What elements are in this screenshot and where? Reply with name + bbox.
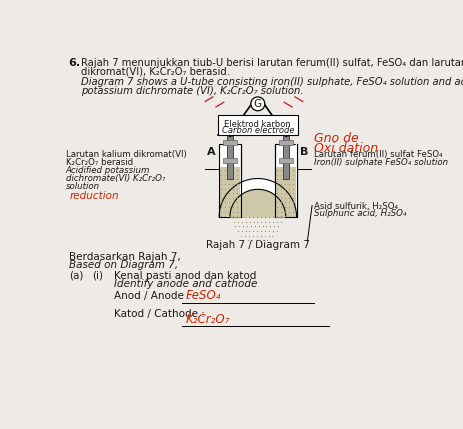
Bar <box>219 144 241 217</box>
Text: dichromate(VI) K₂Cr₂O₇: dichromate(VI) K₂Cr₂O₇ <box>66 174 165 183</box>
Text: Acidified potassium: Acidified potassium <box>66 166 150 175</box>
Text: Katod / Cathode :: Katod / Cathode : <box>114 309 205 320</box>
Bar <box>227 136 233 178</box>
Polygon shape <box>219 144 297 217</box>
Text: Rajah 7 / Diagram 7: Rajah 7 / Diagram 7 <box>206 240 310 250</box>
Text: Oxi dation: Oxi dation <box>313 142 378 155</box>
Text: Identify anode and cathode: Identify anode and cathode <box>114 279 257 290</box>
Text: potassium dichromate (VI), K₂Cr₂O₇ solution.: potassium dichromate (VI), K₂Cr₂O₇ solut… <box>81 86 304 96</box>
Text: 6.: 6. <box>69 57 81 68</box>
Text: Gno de: Gno de <box>313 132 358 145</box>
Text: Sulphuric acid, H₂SO₄: Sulphuric acid, H₂SO₄ <box>313 209 406 218</box>
Text: Carbon electrode: Carbon electrode <box>222 126 294 135</box>
Text: B: B <box>300 147 308 157</box>
Text: Based on Diagram 7,: Based on Diagram 7, <box>69 260 178 270</box>
Bar <box>220 167 240 217</box>
Text: FeSO₄: FeSO₄ <box>186 290 221 302</box>
Text: Berdasarkan Rajah 7,: Berdasarkan Rajah 7, <box>69 252 181 262</box>
Text: dikromat(VI), K₂Cr₂O₇ berasid.: dikromat(VI), K₂Cr₂O₇ berasid. <box>81 67 230 77</box>
Text: K₂Cr₂O₇ berasid: K₂Cr₂O₇ berasid <box>66 158 133 167</box>
Bar <box>223 158 237 163</box>
Text: A: A <box>207 147 216 157</box>
Text: Diagram 7 shows a U-tube consisting iron(II) sulphate, FeSO₄ solution and acidif: Diagram 7 shows a U-tube consisting iron… <box>81 77 463 87</box>
Bar <box>223 140 237 145</box>
Text: (a): (a) <box>69 271 83 281</box>
Text: Rajah 7 menunjukkan tiub-U berisi larutan ferum(II) sulfat, FeSO₄ dan larutan ka: Rajah 7 menunjukkan tiub-U berisi laruta… <box>81 57 463 68</box>
Text: Larutan kalium dikromat(VI): Larutan kalium dikromat(VI) <box>66 150 187 159</box>
Polygon shape <box>231 190 285 217</box>
Bar <box>279 140 293 145</box>
Text: Kenal pasti anod dan katod: Kenal pasti anod dan katod <box>114 271 256 281</box>
Bar <box>275 144 297 217</box>
Text: Anod / Anode :: Anod / Anode : <box>114 291 190 301</box>
Circle shape <box>251 97 265 111</box>
Text: Iron(II) sulphate FeSO₄ solution: Iron(II) sulphate FeSO₄ solution <box>313 158 448 167</box>
Text: K₂Cr₂O₇: K₂Cr₂O₇ <box>186 313 230 326</box>
Text: Elektrod karbon: Elektrod karbon <box>225 120 291 129</box>
Text: Asid sulfurik, H₂SO₄: Asid sulfurik, H₂SO₄ <box>313 202 398 211</box>
Text: solution: solution <box>66 181 100 190</box>
Text: G: G <box>254 99 262 109</box>
Text: Larutan ferum(II) sulfat FeSO₄: Larutan ferum(II) sulfat FeSO₄ <box>313 150 442 159</box>
Text: (i): (i) <box>92 271 103 281</box>
Bar <box>275 167 296 217</box>
Text: reduction: reduction <box>69 191 119 201</box>
Bar <box>218 115 298 135</box>
Bar <box>279 158 293 163</box>
Bar <box>282 136 289 178</box>
